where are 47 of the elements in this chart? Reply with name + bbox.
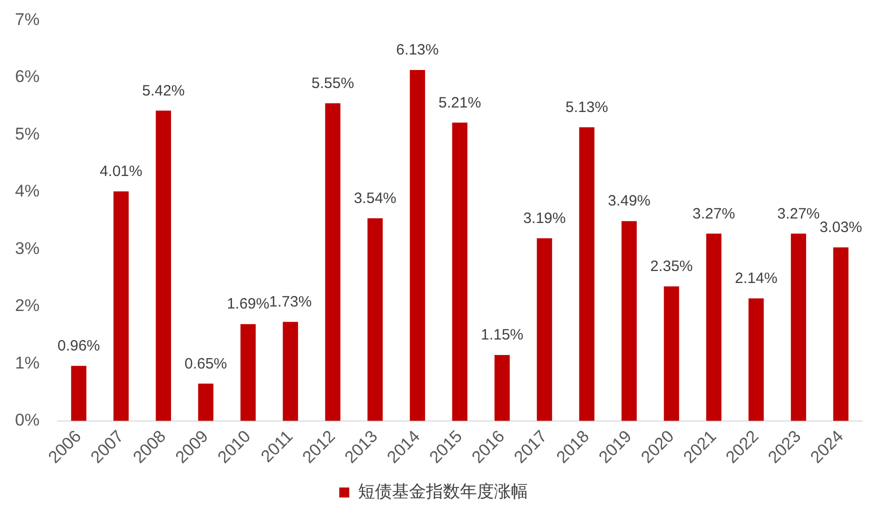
y-tick-label: 1% — [14, 353, 40, 372]
data-label: 1.73% — [269, 293, 312, 310]
data-label: 0.96% — [57, 338, 100, 355]
bar — [71, 366, 86, 421]
bar — [325, 103, 340, 421]
legend-label: 短债基金指数年度涨幅 — [358, 482, 528, 502]
data-label: 6.13% — [396, 42, 439, 59]
data-label: 0.65% — [184, 355, 228, 372]
y-tick-label: 5% — [14, 124, 40, 144]
data-label: 1.15% — [480, 326, 524, 344]
bar — [579, 127, 594, 421]
y-tick-label: 7% — [14, 10, 40, 29]
bar — [452, 122, 468, 421]
data-label: 3.27% — [777, 205, 820, 222]
bar — [494, 355, 510, 421]
bar — [833, 247, 848, 421]
bar — [536, 238, 552, 421]
bar — [410, 70, 426, 421]
bar — [706, 234, 722, 421]
data-label: 5.42% — [142, 82, 185, 100]
y-tick-label: 3% — [14, 238, 40, 258]
bar — [282, 322, 298, 421]
bar — [748, 298, 764, 421]
data-label: 5.21% — [438, 94, 482, 112]
bar — [664, 286, 680, 421]
y-tick-label: 4% — [14, 182, 40, 201]
bar — [113, 191, 129, 421]
data-label: 3.03% — [820, 219, 862, 236]
data-label: 2.35% — [650, 258, 693, 275]
bar — [367, 218, 383, 421]
data-label: 3.49% — [608, 192, 650, 210]
data-label: 4.01% — [100, 162, 142, 180]
bar — [156, 110, 172, 421]
bar — [240, 324, 256, 421]
bar — [198, 384, 214, 421]
data-label: 5.13% — [566, 98, 608, 116]
bar — [790, 234, 806, 421]
data-label: 3.27% — [692, 205, 736, 222]
y-tick-label: 0% — [14, 410, 40, 430]
data-label: 3.19% — [523, 210, 566, 227]
data-label: 1.69% — [226, 296, 270, 313]
y-tick-label: 2% — [14, 296, 40, 316]
data-label: 2.14% — [734, 270, 778, 287]
bar — [622, 221, 637, 421]
y-tick-label: 6% — [14, 67, 40, 86]
data-label: 3.54% — [354, 190, 396, 207]
data-label: 5.55% — [311, 74, 354, 92]
